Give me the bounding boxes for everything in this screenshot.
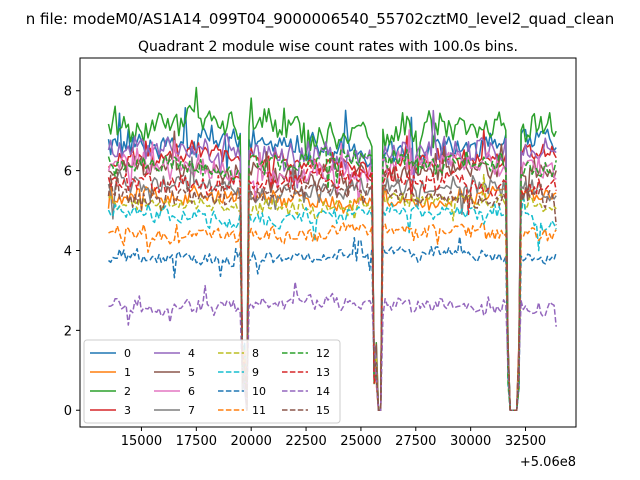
legend-label-5: 5 [188, 366, 195, 379]
x-tick-label: 22500 [285, 434, 326, 449]
x-tick-label: 17500 [176, 434, 217, 449]
series-line-1 [107, 182, 557, 411]
y-tick-label: 2 [64, 324, 72, 339]
x-tick-label: 25000 [340, 434, 381, 449]
legend-label-8: 8 [252, 347, 259, 360]
legend-label-6: 6 [188, 385, 195, 398]
y-tick-label: 4 [64, 244, 72, 259]
x-tick-label: 15000 [121, 434, 162, 449]
series-line-8 [108, 173, 557, 411]
legend-label-12: 12 [316, 347, 330, 360]
legend-label-9: 9 [252, 366, 259, 379]
y-tick-label: 0 [64, 404, 72, 419]
plot-frame [79, 57, 577, 428]
y-tick-label: 6 [64, 165, 72, 180]
legend-box [83, 339, 341, 424]
chart-title: Quadrant 2 module wise count rates with … [138, 39, 518, 55]
series-line-14 [108, 281, 557, 411]
legend-label-0: 0 [124, 347, 131, 360]
series-line-2 [107, 86, 557, 411]
y-axis: 0 2 4 6 8 [64, 85, 80, 419]
series-layer [107, 86, 557, 411]
plot-area: 15000 17500 20000 22500 25000 27500 30000 32500… [64, 57, 577, 470]
x-axis: 15000 17500 20000 22500 25000 27500 30000 32500 [121, 427, 546, 449]
series-line-3 [107, 129, 557, 411]
series-line-13 [107, 160, 557, 411]
series-line-11 [108, 222, 557, 411]
series-line-10 [108, 235, 557, 411]
legend-label-4: 4 [188, 347, 195, 360]
legend-label-7: 7 [188, 404, 195, 417]
series-line-12 [107, 146, 557, 411]
y-tick-label: 8 [64, 85, 72, 100]
legend-label-1: 1 [124, 366, 131, 379]
legend-label-15: 15 [316, 404, 330, 417]
legend-label-3: 3 [124, 404, 131, 417]
series-line-4 [107, 109, 557, 411]
series-line-15 [107, 171, 557, 411]
x-tick-label: 32500 [505, 434, 546, 449]
legend-label-14: 14 [316, 385, 330, 398]
legend-label-13: 13 [316, 366, 330, 379]
figure-suptitle: n file: modeM0/AS1A14_099T04_9000006540_… [26, 10, 615, 29]
legend-label-11: 11 [252, 404, 266, 417]
series-line-9 [107, 193, 557, 411]
x-tick-label: 30000 [450, 434, 491, 449]
x-tick-label: 20000 [231, 434, 272, 449]
x-offset-label: +5.06e8 [520, 455, 576, 470]
legend-label-2: 2 [124, 385, 131, 398]
legend-label-10: 10 [252, 385, 266, 398]
x-tick-label: 27500 [395, 434, 436, 449]
